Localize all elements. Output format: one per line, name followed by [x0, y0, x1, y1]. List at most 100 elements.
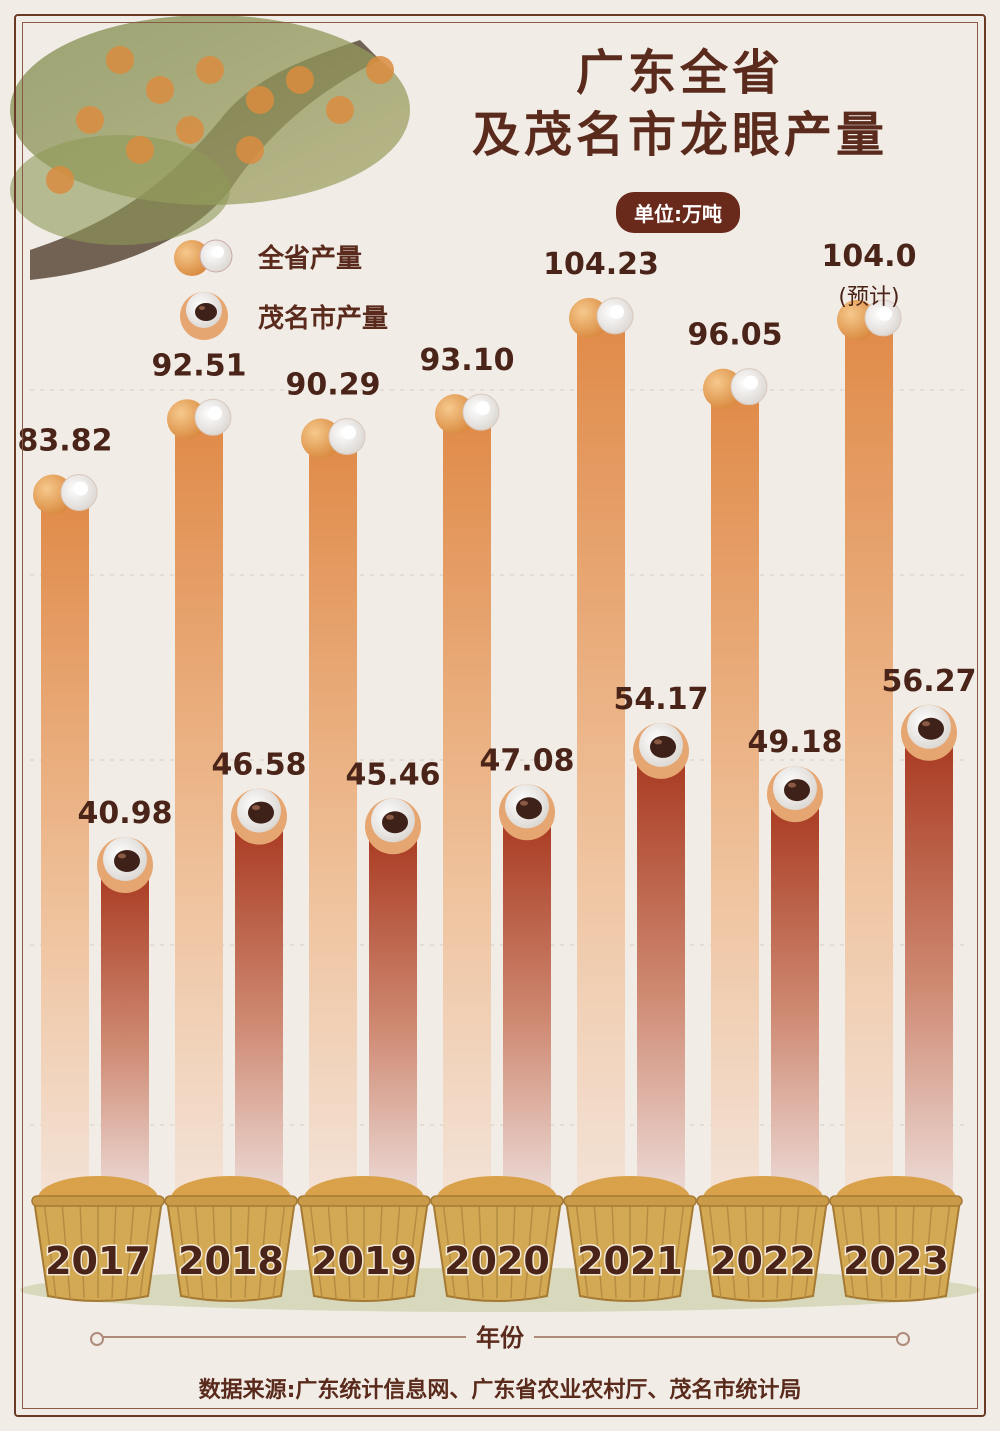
- bar-maoming-label: 46.58: [212, 748, 307, 783]
- longan-highlight: [744, 375, 758, 390]
- basket-rim: [829, 1195, 963, 1207]
- longan-cluster: [246, 86, 274, 114]
- longan-cluster: [286, 66, 314, 94]
- year-label: 2023: [843, 1239, 949, 1283]
- year-group-2023: 104.0 (预计) 56.27: [822, 239, 976, 1195]
- legend-maoming: 茂名市产量: [170, 288, 388, 344]
- basket-weave: [859, 1201, 869, 1299]
- longan-cluster: [146, 76, 174, 104]
- basket-weave: [575, 1201, 589, 1299]
- longan-cluster: [236, 136, 264, 164]
- year-group-2020: 93.10 47.08: [420, 343, 575, 1195]
- basket-rim: [297, 1195, 431, 1207]
- annotation-estimate: (预计): [838, 285, 899, 310]
- longan-cluster: [176, 116, 204, 144]
- basket-weave: [643, 1201, 649, 1299]
- basket-weave: [244, 1201, 250, 1299]
- basket-weave: [937, 1201, 951, 1299]
- longan-highlight: [342, 425, 356, 440]
- basket-weave: [61, 1201, 71, 1299]
- bar-maoming: [235, 816, 283, 1195]
- year-group-2019: 90.29 45.46: [286, 367, 441, 1196]
- year-label: 2022: [710, 1239, 816, 1283]
- basket-weave: [327, 1201, 337, 1299]
- basket-weave: [258, 1201, 268, 1299]
- longan-cluster: [76, 106, 104, 134]
- bar-province-label: 104.23: [543, 247, 659, 282]
- basket-weave: [841, 1201, 855, 1299]
- year-group-2018: 92.51 46.58: [152, 348, 307, 1195]
- basket-weave: [478, 1201, 484, 1299]
- bar-maoming-label: 40.98: [78, 796, 173, 831]
- bar-province-label: 83.82: [18, 423, 113, 458]
- basket-weave: [593, 1201, 603, 1299]
- basket-weave: [790, 1201, 800, 1299]
- basket-weave: [671, 1201, 685, 1299]
- year-group-2022: 96.05 49.18: [688, 318, 843, 1196]
- basket-rim: [430, 1195, 564, 1207]
- unit-badge: 单位:万吨: [616, 192, 740, 233]
- bar-maoming-label: 54.17: [614, 682, 709, 717]
- basket-2022: 2022: [696, 1176, 830, 1302]
- bar-province-label: 104.0: [822, 239, 917, 274]
- basket-2018: 2018: [164, 1176, 298, 1302]
- bar-maoming-label: 49.18: [748, 725, 843, 760]
- basket-2019: 2019: [297, 1176, 431, 1302]
- longan-seed: [650, 735, 676, 758]
- longan-seed-highlight: [252, 805, 260, 811]
- basket-weave: [708, 1201, 722, 1299]
- bar-maoming: [905, 732, 953, 1195]
- longan-cluster: [196, 56, 224, 84]
- bar-province: [41, 494, 89, 1195]
- longan-cluster: [366, 56, 394, 84]
- basket-2021: 2021: [563, 1176, 697, 1302]
- basket-rim: [164, 1195, 298, 1207]
- basket-weave: [744, 1201, 750, 1299]
- year-label: 2020: [444, 1239, 550, 1283]
- basket-weave: [212, 1201, 218, 1299]
- bar-province: [711, 388, 759, 1196]
- longan-seed-highlight: [922, 721, 930, 727]
- longan-seed-highlight: [118, 853, 126, 859]
- bar-maoming: [637, 750, 685, 1195]
- bar-province-label: 90.29: [286, 367, 381, 402]
- basket-weave: [139, 1201, 153, 1299]
- bar-maoming: [101, 865, 149, 1195]
- bar-maoming-label: 45.46: [346, 757, 441, 792]
- bar-province-label: 92.51: [152, 348, 247, 383]
- title-line-2: 及茂名市龙眼产量: [471, 107, 888, 163]
- bar-maoming: [369, 826, 417, 1195]
- longan-cluster: [106, 46, 134, 74]
- basket-weave: [111, 1201, 117, 1299]
- year-label: 2021: [577, 1239, 683, 1283]
- basket-weave: [377, 1201, 383, 1299]
- longan-highlight: [610, 304, 624, 319]
- legend-province: 全省产量: [170, 232, 362, 280]
- basket-weave: [804, 1201, 818, 1299]
- bar-maoming-label: 47.08: [480, 743, 575, 778]
- basket-weave: [405, 1201, 419, 1299]
- basket-rim: [563, 1195, 697, 1207]
- basket-weave: [43, 1201, 57, 1299]
- x-axis-title: 年份: [0, 1318, 1000, 1353]
- basket-weave: [460, 1201, 470, 1299]
- baskets-layer: 2017 2018 2019 2020 2021 2022 2023: [20, 1176, 980, 1312]
- basket-weave: [923, 1201, 933, 1299]
- year-label: 2019: [311, 1239, 417, 1283]
- longan-pair-icon: [174, 239, 233, 276]
- year-group-2021: 104.23 54.17: [543, 247, 708, 1195]
- longan-seed: [784, 779, 810, 802]
- basket-weave: [442, 1201, 456, 1299]
- basket-weave: [611, 1201, 617, 1299]
- bar-province: [175, 419, 223, 1195]
- basket-weave: [524, 1201, 534, 1299]
- basket-2017: 2017: [31, 1176, 165, 1302]
- longan-highlight: [208, 406, 222, 421]
- longan-seed-highlight: [654, 739, 662, 745]
- basket-weave: [538, 1201, 552, 1299]
- title-line-1: 广东全省: [575, 45, 784, 101]
- basket-weave: [776, 1201, 782, 1299]
- bars-layer: 83.82 40.98 92.51 46.58 90.29 45.46 93.10 47.08…: [18, 239, 976, 1196]
- bar-maoming: [503, 812, 551, 1195]
